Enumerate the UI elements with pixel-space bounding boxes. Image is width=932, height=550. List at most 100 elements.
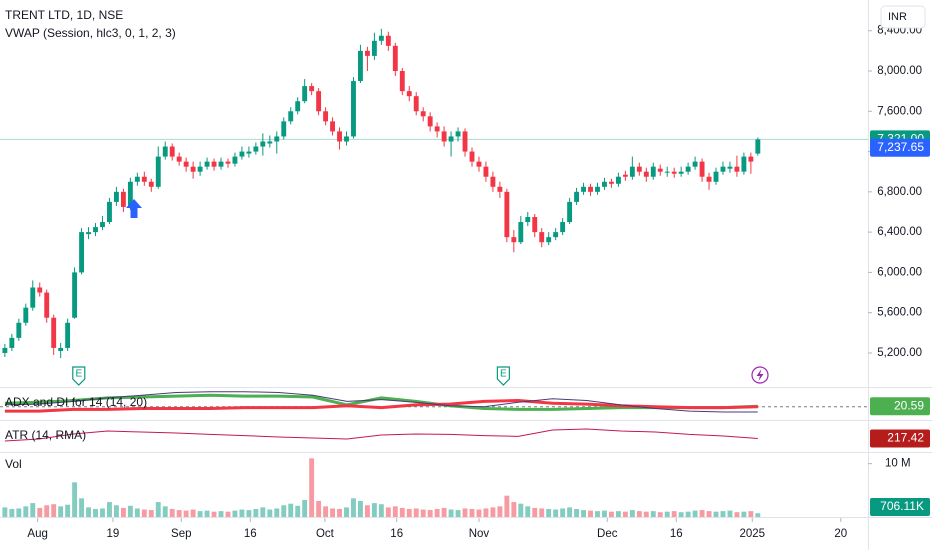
earnings-marker xyxy=(72,366,86,386)
volume-bar xyxy=(406,509,412,517)
volume-bar xyxy=(399,507,405,517)
volume-bar xyxy=(378,504,384,517)
volume-bar xyxy=(337,509,342,517)
volume-bar xyxy=(525,506,531,517)
volume-bar xyxy=(546,509,552,517)
y-tick-label: 6,000.00 xyxy=(877,266,922,278)
price-box-label: 7,237.65 xyxy=(877,140,924,154)
indicator-line xyxy=(4,428,758,442)
volume-bar xyxy=(532,507,538,517)
candle-body xyxy=(448,136,454,142)
y-tick-label: 5,600.00 xyxy=(877,307,922,319)
volume-bar xyxy=(65,504,71,517)
volume-bar xyxy=(197,511,203,517)
earnings-marker xyxy=(496,366,510,386)
volume-bar xyxy=(441,507,447,517)
earnings-label: E xyxy=(75,369,82,380)
candle-body xyxy=(169,146,175,157)
volume-bar xyxy=(602,510,607,517)
candle-body xyxy=(364,50,370,56)
volume-bar xyxy=(155,502,161,517)
candle-body xyxy=(657,168,663,172)
candle-body xyxy=(2,347,8,353)
volume-bar xyxy=(560,508,566,517)
volume-bar xyxy=(169,509,175,517)
currency-label[interactable]: INR xyxy=(888,11,907,23)
volume-bar xyxy=(706,511,712,517)
value-box-label: 706.11K xyxy=(880,499,924,513)
volume-bar xyxy=(741,511,747,517)
candle-body xyxy=(574,191,580,202)
volume-bar xyxy=(657,512,663,517)
candle-body xyxy=(127,181,133,207)
candle-body xyxy=(539,232,545,243)
volume-bar xyxy=(176,510,182,517)
volume-bar xyxy=(636,511,642,517)
volume-bar xyxy=(755,513,761,517)
volume-bar xyxy=(671,511,677,517)
candle-body xyxy=(204,161,210,167)
x-tick-label: Sep xyxy=(171,528,191,540)
volume-bar xyxy=(44,505,50,517)
candle-body xyxy=(260,141,266,147)
candle-body xyxy=(44,292,50,318)
candle-body xyxy=(720,166,726,172)
volume-bar xyxy=(581,510,586,517)
volume-bar xyxy=(490,507,496,517)
volume-bar xyxy=(664,511,670,517)
candle-body xyxy=(51,317,57,348)
volume-bar xyxy=(629,510,635,517)
candle-body xyxy=(441,131,447,142)
volume-bar xyxy=(260,507,266,517)
icon-bolt xyxy=(756,369,764,381)
y-tick-label: 7,600.00 xyxy=(877,105,922,117)
volume-bar xyxy=(225,511,231,517)
volume-bar xyxy=(30,503,36,517)
candle-body xyxy=(469,151,475,162)
adx-title: ADX and DI for 14 (14, 20) xyxy=(5,395,147,409)
candle-body xyxy=(650,166,656,177)
candle-body xyxy=(267,141,273,144)
volume-bar xyxy=(316,501,322,517)
signal-arrow xyxy=(126,199,142,218)
candle-body xyxy=(232,156,238,164)
x-tick-label: Dec xyxy=(597,528,618,540)
candle-body xyxy=(141,176,147,182)
y-tick-label: 5,200.00 xyxy=(877,347,922,359)
candle-body xyxy=(120,191,126,207)
candle-body xyxy=(455,131,461,137)
currency-button[interactable]: INR xyxy=(880,5,926,29)
candle-body xyxy=(274,136,280,142)
volume-bar xyxy=(553,509,559,517)
currency-button-frame[interactable] xyxy=(880,5,926,29)
volume-bar xyxy=(685,511,691,517)
candle-body xyxy=(323,111,329,122)
candle-body xyxy=(246,151,252,154)
candle-body xyxy=(595,186,600,192)
volume-bar xyxy=(253,509,259,517)
price-box xyxy=(870,138,930,157)
volume-bar xyxy=(392,506,398,517)
value-box xyxy=(870,498,930,516)
candle-body xyxy=(567,201,573,223)
candle-body xyxy=(16,322,22,338)
volume-bar xyxy=(608,511,614,517)
x-tick-label: 20 xyxy=(834,528,847,540)
candle-body xyxy=(371,40,377,56)
candle-body xyxy=(378,35,384,41)
value-box-label: 20.59 xyxy=(894,398,924,412)
volume-bar xyxy=(427,510,433,517)
candle-body xyxy=(385,35,391,46)
candle-body xyxy=(615,176,621,184)
candle-body xyxy=(183,161,189,167)
x-tick-label: Oct xyxy=(316,528,335,540)
volume-bar xyxy=(371,503,377,517)
earnings-label: E xyxy=(500,369,507,380)
volume-bar xyxy=(622,511,628,517)
volume-bar xyxy=(183,510,189,517)
volume-bar xyxy=(595,511,600,517)
candle-body xyxy=(302,86,308,102)
x-tick-label: 19 xyxy=(107,528,120,540)
volume-bar xyxy=(127,505,133,517)
candle-body xyxy=(392,45,398,71)
